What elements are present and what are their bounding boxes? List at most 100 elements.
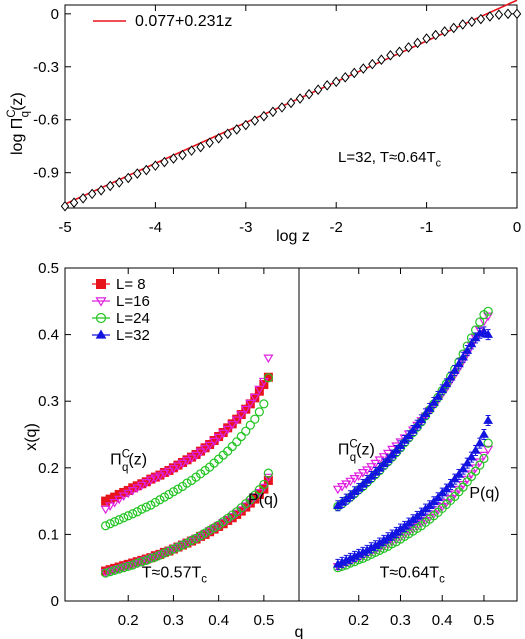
data-point-diamond (196, 141, 205, 153)
data-point-filled-triangle-up (449, 365, 460, 374)
data-point-filled-triangle-up (479, 429, 489, 438)
data-point-open-circle (132, 558, 142, 568)
data-point-open-circle (146, 553, 156, 563)
top-y-axis-label-sup: C (6, 109, 18, 117)
bottom-x-axis-label: q (295, 624, 304, 639)
data-point-open-circle (475, 317, 485, 327)
data-point-diamond (187, 145, 196, 156)
data-point-diamond (313, 84, 323, 96)
data-point-filled-triangle-up (479, 326, 489, 336)
data-point-filled-triangle-up (454, 358, 464, 368)
bottom-y-tick-label: 0.2 (38, 460, 59, 477)
data-point-diamond (105, 180, 115, 192)
top-plot: -5 -4 -3 -2 -1 0 0 -0.3 -0.6 -0.9 log z log ΠC q(z) 0… (6, 0, 522, 245)
data-point-open-circle (150, 552, 160, 562)
data-point-open-circle (137, 504, 147, 514)
data-point-open-triangle-down (254, 385, 265, 395)
data-point-open-triangle-down (145, 554, 156, 564)
data-point-open-triangle-down (362, 466, 373, 475)
top-y-tick-label: -0.3 (33, 59, 59, 76)
data-point-filled-square (254, 386, 264, 396)
panel-annotation-sub: q (350, 452, 356, 464)
data-point-open-triangle-down (200, 445, 211, 454)
data-point-open-circle (186, 535, 197, 545)
data-point-open-circle (114, 515, 124, 525)
data-point-open-triangle-down (222, 425, 233, 435)
bottom-y-tick-label: 0.3 (38, 393, 59, 410)
panel-annotation: P(q) (469, 485, 499, 502)
panel-annotation-base: Π (110, 451, 122, 468)
data-point-open-triangle-down (227, 421, 238, 430)
data-point-diamond (124, 172, 133, 184)
bottom-y-tick-label: 0.1 (38, 526, 59, 543)
data-point-open-circle (177, 540, 188, 550)
data-point-open-triangle-down (105, 502, 116, 511)
data-point-open-triangle-down (357, 469, 368, 478)
data-point-diamond (78, 192, 88, 204)
data-point-open-triangle-down (145, 476, 156, 485)
data-point-filled-triangle-up (433, 391, 443, 400)
data-point-open-triangle-down (478, 451, 490, 461)
panel-annotation-tail: (z) (356, 441, 375, 458)
data-point-filled-triangle-up (445, 372, 456, 381)
panel-annotation: ΠC q(z) (110, 448, 147, 474)
data-point-diamond (178, 149, 187, 161)
data-point-filled-triangle-up (374, 463, 385, 472)
bottom-x-tick-label: 0.2 (118, 612, 139, 629)
data-point-open-circle (141, 502, 151, 512)
data-point-filled-triangle-up (470, 332, 481, 342)
data-point-open-circle (259, 479, 269, 490)
data-point-diamond (160, 156, 169, 168)
data-point-open-triangle-down (332, 485, 343, 495)
data-point-diamond (395, 46, 404, 58)
data-point-filled-triangle-up (399, 435, 410, 444)
data-point-open-circle (263, 468, 273, 478)
data-point-filled-triangle-up (387, 450, 398, 459)
data-point-open-triangle-down (132, 559, 143, 569)
data-point-open-triangle-down (114, 495, 125, 505)
data-point-filled-triangle-up (433, 492, 443, 502)
bottom-x-tick-label: 0.3 (163, 612, 184, 629)
data-point-open-circle (123, 511, 133, 521)
data-point-open-triangle-down (345, 477, 356, 487)
top-y-tick-label: -0.9 (33, 165, 59, 182)
data-point-diamond (350, 67, 359, 79)
top-x-tick-label: -2 (330, 219, 343, 236)
data-point-diamond (304, 88, 314, 100)
data-point-open-triangle-down (240, 502, 251, 511)
data-point-diamond (368, 58, 377, 70)
legend-label: L=24 (116, 310, 150, 327)
legend-marker (95, 329, 107, 339)
data-point-diamond (340, 72, 350, 83)
data-point-diamond (331, 76, 341, 88)
data-point-open-triangle-down (249, 393, 260, 403)
top-annotation-base: L=32, T≈0.64T (338, 149, 436, 166)
data-point-filled-triangle-up (458, 352, 468, 361)
data-point-open-triangle-down (109, 499, 120, 508)
data-point-open-circle (173, 484, 183, 494)
panel-annotation-base: T≈0.64T (380, 565, 440, 582)
data-point-open-circle (209, 523, 219, 533)
data-point-open-circle (164, 546, 174, 556)
data-point-diamond (449, 22, 458, 34)
data-point-open-triangle-down (123, 489, 134, 499)
data-point-open-circle (105, 567, 115, 577)
data-point-diamond (268, 106, 278, 118)
data-point-open-triangle-down (136, 481, 147, 491)
data-point-diamond (494, 9, 504, 21)
panel-annotation-base: Π (338, 441, 350, 458)
data-point-open-circle (150, 497, 160, 508)
bottom-x-tick-label: 0.2 (348, 612, 369, 629)
bottom-x-tick-label: 0.3 (390, 612, 411, 629)
data-point-open-triangle-down (209, 437, 220, 447)
data-point-open-circle (254, 407, 264, 417)
legend-label: L=32 (116, 327, 150, 344)
data-point-diamond (223, 128, 232, 140)
data-point-filled-triangle-up (462, 345, 473, 354)
data-point-open-triangle-down (118, 492, 129, 501)
panel-annotation: T≈0.57Tc (142, 565, 207, 586)
data-point-open-triangle-down (168, 465, 179, 474)
data-point-open-triangle-down (141, 479, 152, 488)
data-point-open-triangle-down (412, 523, 423, 532)
